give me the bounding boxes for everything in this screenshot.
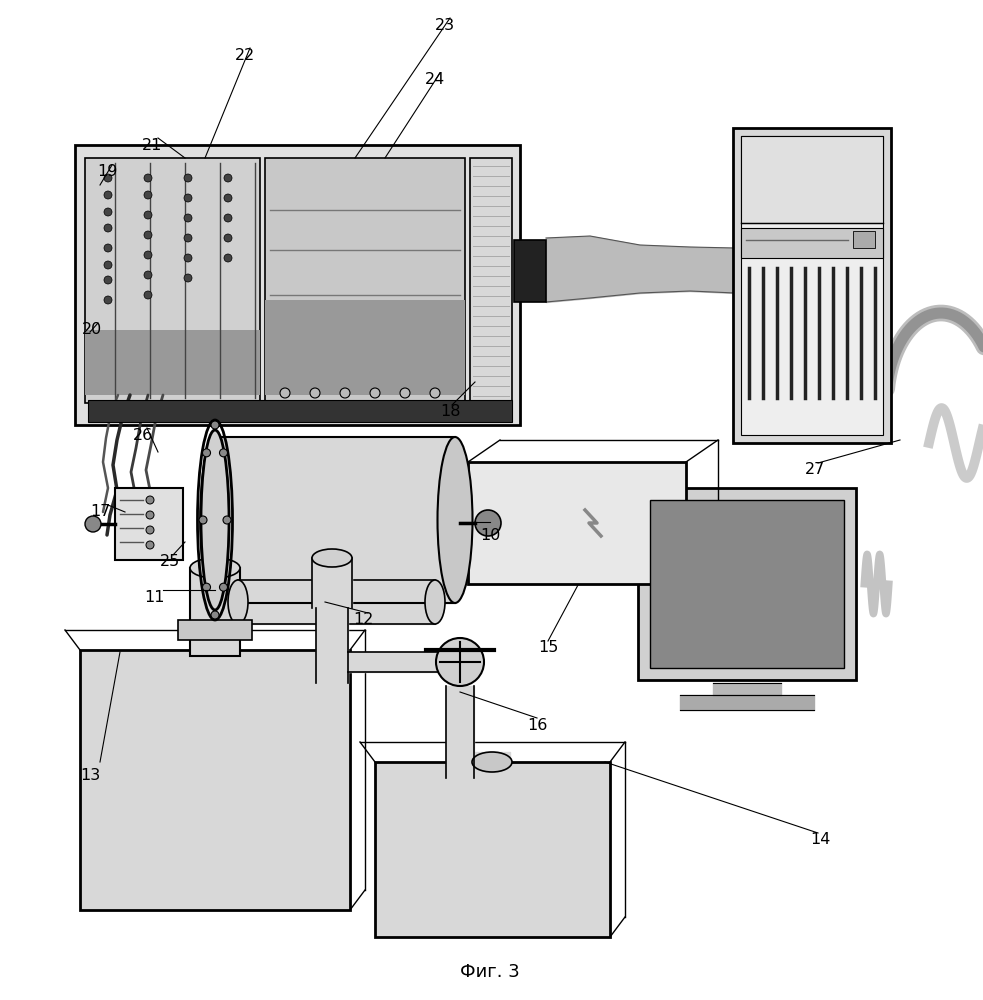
Circle shape: [144, 231, 152, 239]
Circle shape: [199, 516, 207, 524]
Circle shape: [146, 541, 154, 549]
Text: Фиг. 3: Фиг. 3: [460, 963, 520, 981]
Circle shape: [219, 449, 227, 457]
Circle shape: [370, 388, 380, 398]
Circle shape: [211, 421, 219, 429]
Text: 18: 18: [439, 404, 460, 420]
Polygon shape: [190, 568, 240, 656]
Ellipse shape: [228, 580, 248, 624]
Polygon shape: [265, 158, 465, 403]
Circle shape: [144, 174, 152, 182]
Circle shape: [144, 191, 152, 199]
Text: 25: 25: [160, 554, 180, 570]
Circle shape: [219, 583, 227, 591]
Circle shape: [85, 516, 101, 532]
Text: 26: 26: [133, 428, 153, 442]
Circle shape: [144, 291, 152, 299]
Circle shape: [400, 388, 410, 398]
Polygon shape: [638, 488, 856, 680]
Ellipse shape: [312, 549, 352, 567]
Circle shape: [223, 516, 231, 524]
Text: 10: 10: [480, 528, 500, 542]
Circle shape: [224, 174, 232, 182]
Circle shape: [211, 611, 219, 619]
Polygon shape: [115, 488, 183, 560]
Circle shape: [146, 496, 154, 504]
Circle shape: [184, 194, 192, 202]
Polygon shape: [741, 228, 883, 258]
Ellipse shape: [472, 752, 512, 772]
Circle shape: [104, 208, 112, 216]
Polygon shape: [85, 158, 260, 403]
Circle shape: [146, 526, 154, 534]
Circle shape: [104, 296, 112, 304]
Circle shape: [184, 234, 192, 242]
Circle shape: [146, 511, 154, 519]
Text: 16: 16: [527, 718, 548, 732]
Text: 24: 24: [425, 73, 445, 88]
Text: 11: 11: [145, 589, 165, 604]
Circle shape: [144, 251, 152, 259]
Text: 13: 13: [80, 768, 100, 782]
Circle shape: [475, 510, 501, 536]
Polygon shape: [178, 620, 252, 640]
Ellipse shape: [425, 580, 445, 624]
Text: 12: 12: [353, 612, 374, 628]
Ellipse shape: [437, 437, 473, 603]
Circle shape: [436, 638, 484, 686]
Text: 17: 17: [89, 504, 110, 520]
Polygon shape: [741, 136, 883, 223]
Text: 20: 20: [82, 322, 102, 338]
Circle shape: [104, 174, 112, 182]
Circle shape: [310, 388, 320, 398]
Polygon shape: [514, 240, 546, 302]
Circle shape: [184, 174, 192, 182]
Circle shape: [280, 388, 290, 398]
Polygon shape: [853, 231, 875, 248]
Polygon shape: [733, 128, 891, 443]
Circle shape: [184, 214, 192, 222]
Text: 14: 14: [810, 832, 831, 848]
Circle shape: [224, 214, 232, 222]
Circle shape: [144, 211, 152, 219]
Text: 21: 21: [142, 137, 162, 152]
Circle shape: [430, 388, 440, 398]
Polygon shape: [85, 330, 260, 395]
Circle shape: [184, 254, 192, 262]
Circle shape: [224, 254, 232, 262]
Circle shape: [224, 194, 232, 202]
Ellipse shape: [200, 437, 230, 603]
Circle shape: [104, 261, 112, 269]
Ellipse shape: [201, 430, 229, 610]
Polygon shape: [741, 136, 883, 435]
Circle shape: [104, 244, 112, 252]
Circle shape: [104, 191, 112, 199]
Circle shape: [184, 274, 192, 282]
Text: 19: 19: [96, 164, 117, 180]
Circle shape: [104, 276, 112, 284]
Circle shape: [224, 234, 232, 242]
Polygon shape: [75, 145, 520, 425]
Polygon shape: [88, 400, 512, 422]
Polygon shape: [265, 300, 465, 395]
Circle shape: [202, 583, 210, 591]
Text: 15: 15: [538, 641, 558, 656]
Polygon shape: [375, 762, 610, 937]
Circle shape: [104, 224, 112, 232]
Polygon shape: [80, 650, 350, 910]
Ellipse shape: [190, 558, 240, 578]
Polygon shape: [470, 158, 512, 403]
Circle shape: [340, 388, 350, 398]
Circle shape: [202, 449, 210, 457]
Text: 23: 23: [434, 17, 455, 32]
Text: 22: 22: [235, 47, 256, 62]
Text: 27: 27: [805, 462, 825, 478]
Polygon shape: [468, 462, 686, 584]
Circle shape: [144, 271, 152, 279]
Polygon shape: [650, 500, 844, 668]
